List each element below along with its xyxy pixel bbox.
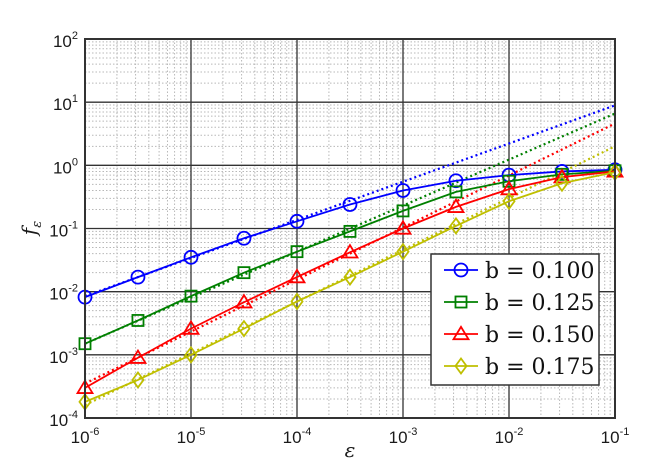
y-axis-label: fε (17, 221, 45, 237)
asymptote-line (84, 104, 616, 298)
asymptote-line (84, 112, 616, 345)
y-tick-labels: 10-4 10-3 10-2 10-1 100 101 102 (49, 30, 78, 430)
legend-label: b = 0.175 (485, 355, 594, 380)
y-tick-label: 10-4 (49, 409, 78, 430)
x-tick-label: 10-6 (71, 426, 100, 447)
y-tick-label: 100 (53, 156, 78, 177)
x-tick-label: 10-5 (177, 426, 206, 447)
x-axis-label: ε (345, 438, 356, 462)
legend-box (430, 253, 600, 386)
y-tick-label: 102 (53, 30, 78, 51)
y-tick-label: 10-2 (49, 283, 78, 304)
asymptote-lines (84, 104, 616, 407)
x-tick-label: 10-3 (389, 426, 418, 447)
asymptote-line (84, 145, 616, 407)
x-tick-labels: 10-6 10-5 10-4 10-3 10-2 10-1 (71, 426, 630, 447)
legend: b = 0.100 b = 0.125 b = 0.150 b = 0.175 (430, 253, 600, 386)
x-tick-label: 10-4 (283, 426, 312, 447)
legend-item: b = 0.100 (444, 259, 594, 284)
legend-label: b = 0.100 (485, 259, 594, 284)
legend-label: b = 0.150 (485, 323, 594, 348)
y-tick-label: 10-1 (49, 220, 78, 241)
x-tick-label: 10-2 (495, 426, 524, 447)
y-tick-label: 10-3 (49, 346, 78, 367)
legend-label: b = 0.125 (485, 291, 594, 316)
y-tick-label: 101 (53, 93, 78, 114)
svg-text:fε: fε (17, 221, 45, 237)
plot-frame (84, 38, 616, 419)
legend-item: b = 0.150 (444, 323, 594, 348)
legend-item: b = 0.175 (444, 355, 594, 380)
legend-item: b = 0.125 (444, 291, 594, 316)
x-tick-label: 10-1 (601, 426, 630, 447)
asymptote-line (84, 122, 616, 385)
